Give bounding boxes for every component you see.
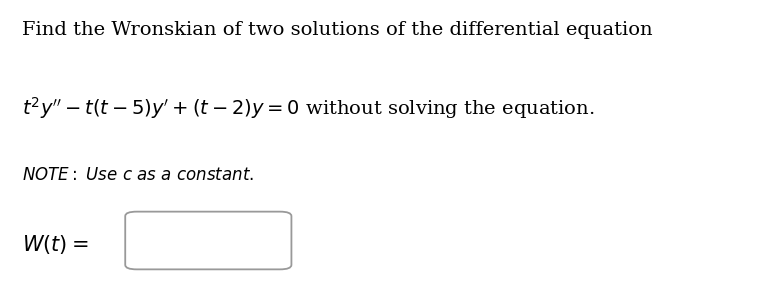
Text: $W(t) =$: $W(t) =$ bbox=[22, 233, 88, 256]
Text: $\it{NOTE{:}\ Use\ c\ as\ a\ constant.}$: $\it{NOTE{:}\ Use\ c\ as\ a\ constant.}$ bbox=[22, 166, 254, 184]
Text: $t^2y'' - t(t-5)y' + (t-2)y = 0$ without solving the equation.: $t^2y'' - t(t-5)y' + (t-2)y = 0$ without… bbox=[22, 95, 594, 121]
FancyBboxPatch shape bbox=[125, 212, 291, 269]
Text: Find the Wronskian of two solutions of the differential equation: Find the Wronskian of two solutions of t… bbox=[22, 21, 652, 39]
